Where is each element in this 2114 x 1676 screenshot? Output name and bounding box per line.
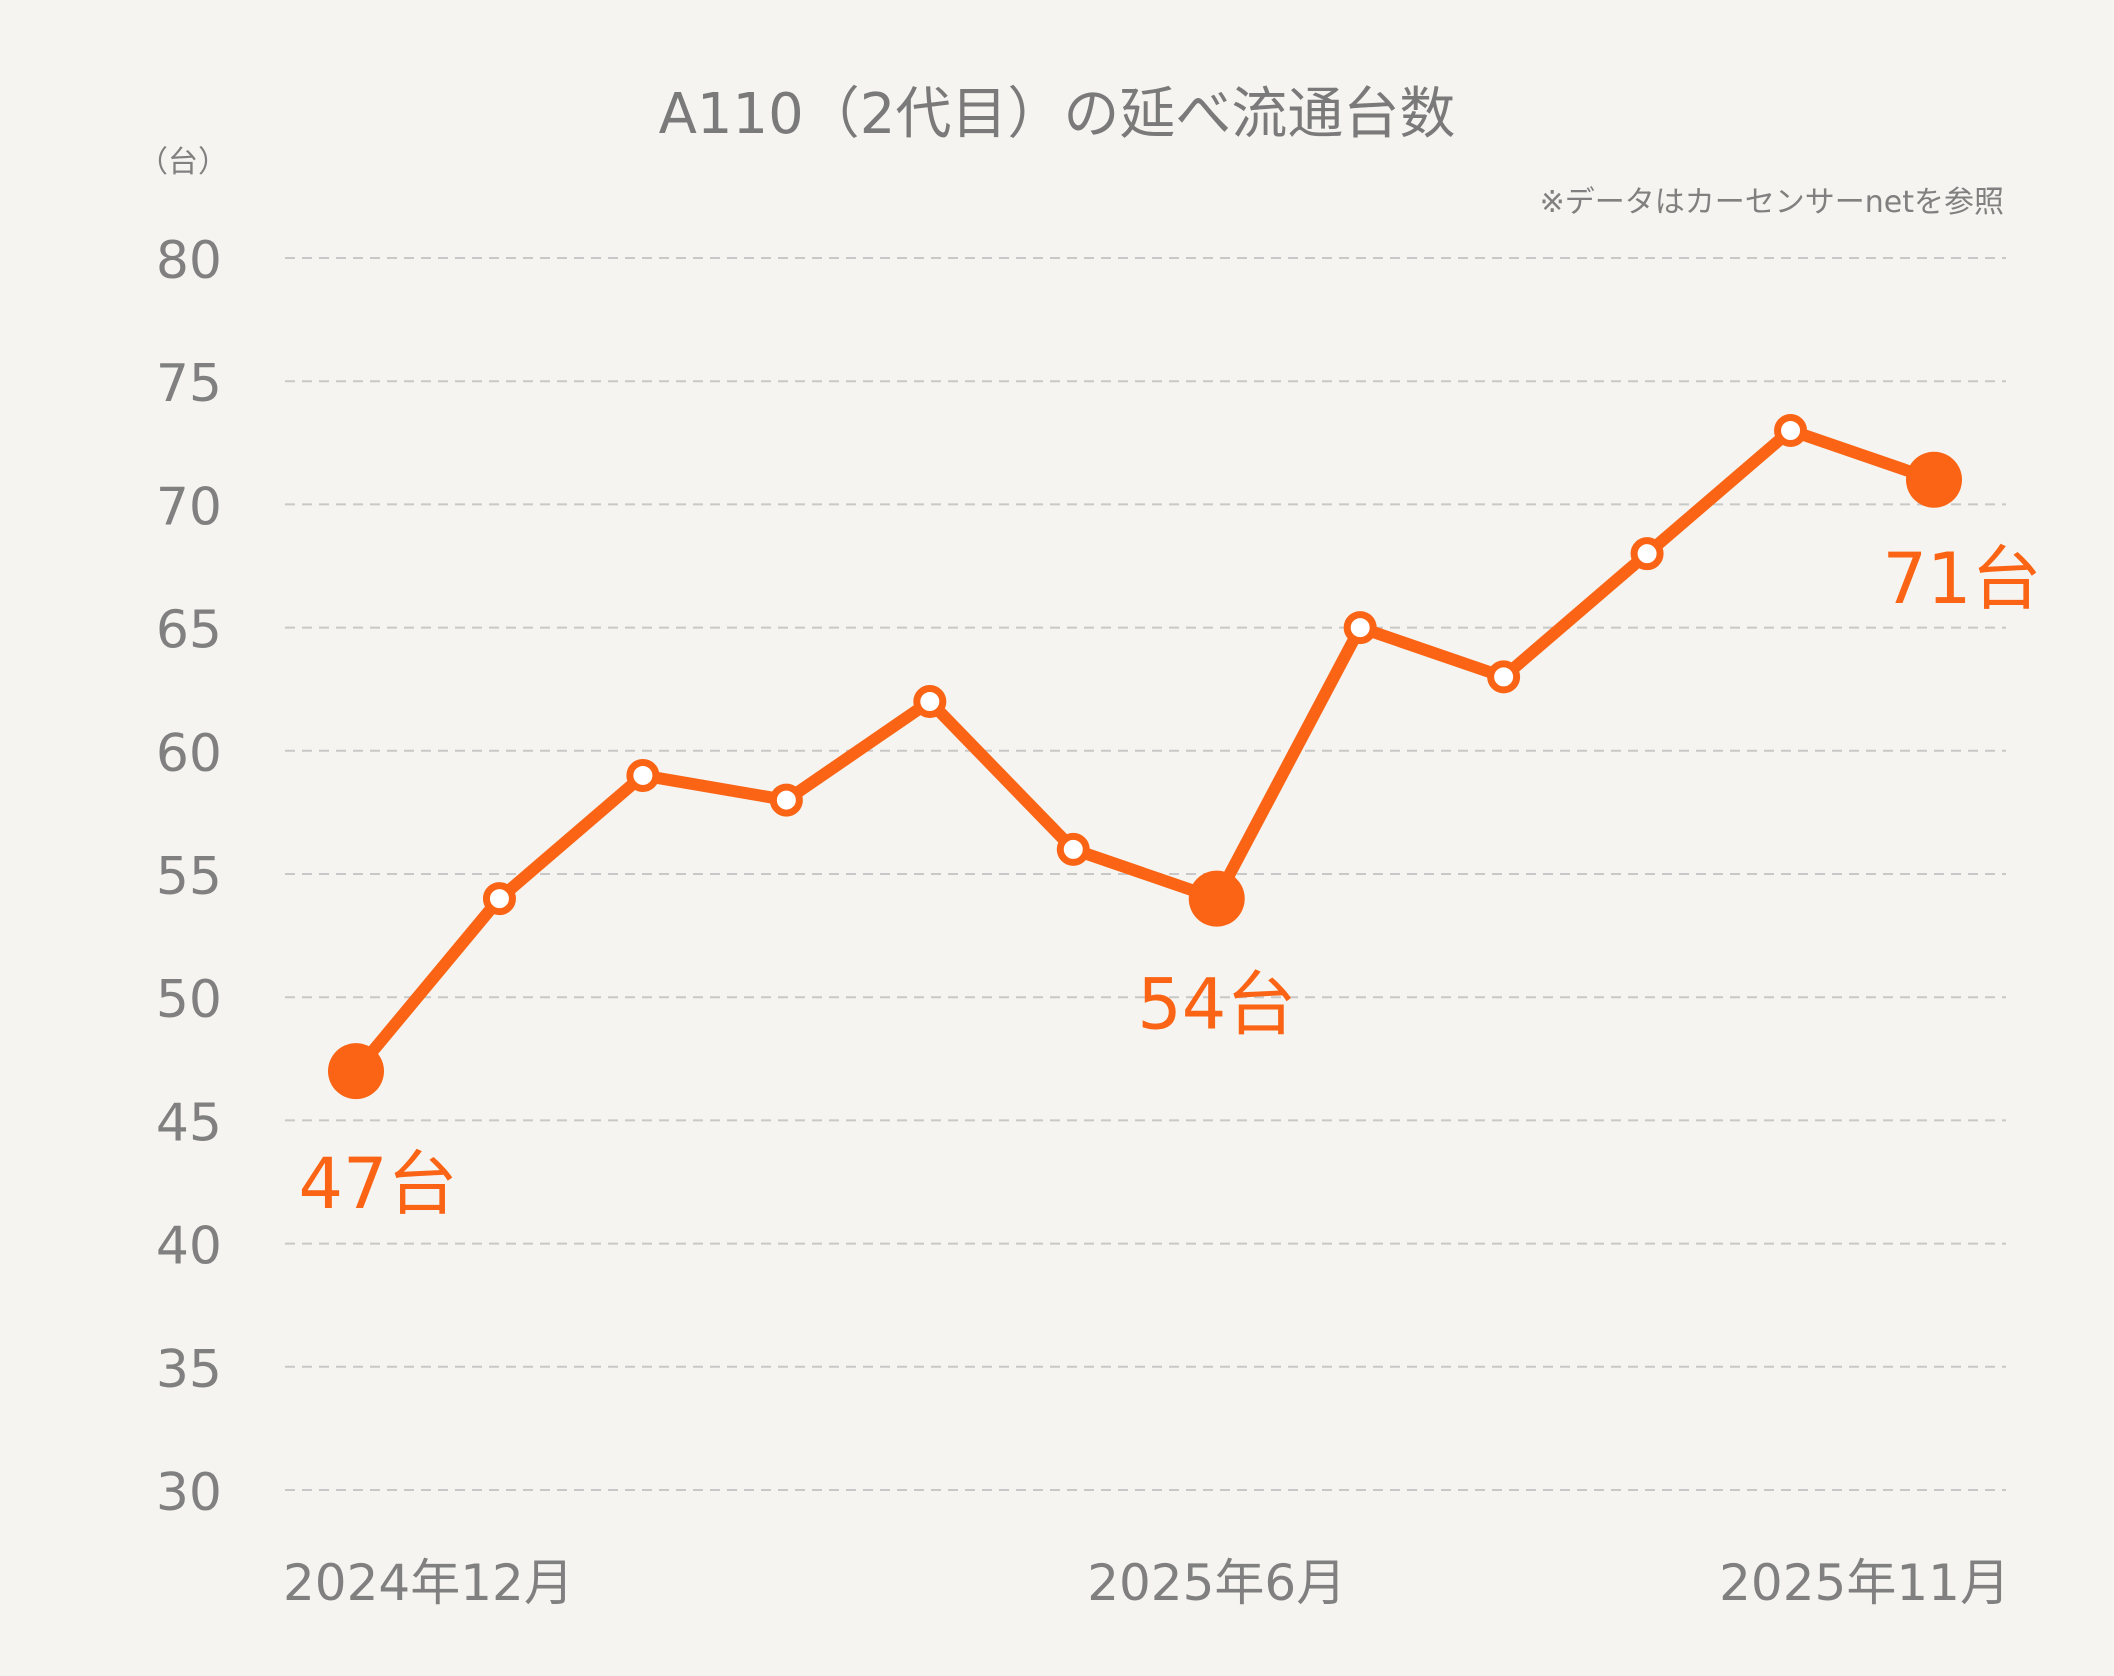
- y-tick-label: 55: [156, 847, 222, 907]
- highlight-point: [328, 1043, 384, 1100]
- y-tick-label: 80: [156, 231, 222, 291]
- y-tick-label: 70: [156, 477, 222, 537]
- x-tick-label: 2025年6月: [1087, 1554, 1346, 1612]
- data-point: [1774, 413, 1808, 447]
- y-tick-label: 75: [156, 354, 222, 414]
- data-point: [1056, 832, 1090, 866]
- highlight-point: [1906, 451, 1962, 508]
- y-tick-label: 65: [156, 601, 222, 661]
- series-line: [350, 424, 1940, 1078]
- highlight-point: [1188, 870, 1245, 927]
- data-point: [1630, 537, 1664, 571]
- data-point: [1487, 660, 1521, 694]
- y-tick-label: 60: [156, 724, 222, 784]
- y-tick-label: 30: [156, 1463, 222, 1523]
- data-label: 47台: [298, 1143, 457, 1225]
- y-tick-label: 50: [156, 970, 222, 1030]
- x-tick-label: 2024年12月: [283, 1554, 574, 1612]
- data-point: [482, 882, 516, 916]
- y-tick-label: 45: [156, 1093, 222, 1153]
- data-label: 71台: [1882, 538, 2041, 620]
- data-point: [1343, 611, 1377, 645]
- data-point: [913, 685, 947, 719]
- chart-title: A110（2代目）の延べ流通台数: [659, 82, 1456, 147]
- y-tick-label: 40: [156, 1217, 222, 1277]
- y-axis-label: （台）: [138, 145, 228, 180]
- source-note: ※データはカーセンサーnetを参照: [1540, 185, 2004, 220]
- data-point: [626, 758, 660, 792]
- x-tick-label: 2025年11月: [1719, 1554, 2010, 1612]
- y-tick-label: 35: [156, 1340, 222, 1400]
- data-point: [769, 783, 803, 817]
- data-label: 54台: [1137, 964, 1296, 1046]
